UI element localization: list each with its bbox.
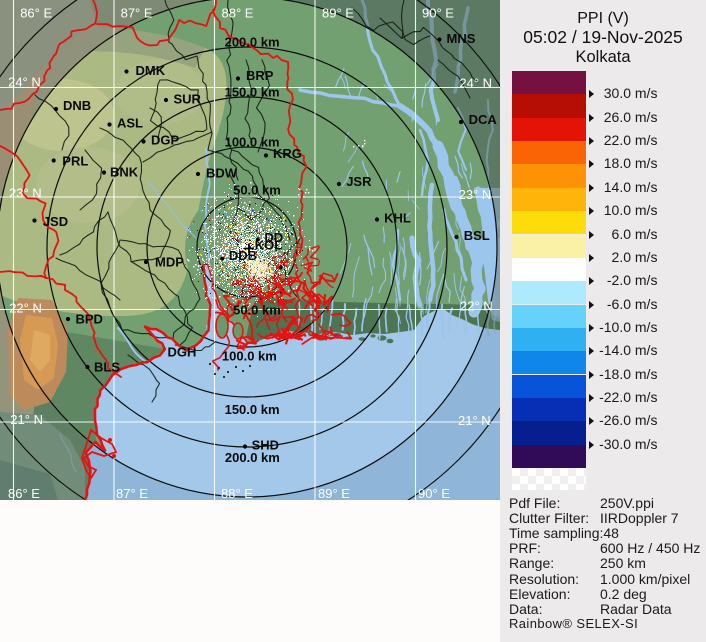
svg-text:DDB: DDB: [229, 248, 257, 263]
svg-text:JSR: JSR: [346, 174, 372, 189]
svg-text:MNS: MNS: [447, 31, 476, 46]
svg-text:89° E: 89° E: [318, 486, 350, 500]
svg-text:100.0 km: 100.0 km: [222, 349, 277, 364]
svg-text:DCA: DCA: [469, 112, 498, 127]
svg-text:88° E: 88° E: [221, 486, 253, 500]
svg-text:DD: DD: [264, 230, 283, 245]
svg-text:86° E: 86° E: [20, 6, 52, 21]
svg-text:DMK: DMK: [136, 63, 166, 78]
svg-text:23° N: 23° N: [459, 187, 492, 202]
svg-text:BNK: BNK: [110, 165, 139, 180]
svg-text:90° E: 90° E: [418, 486, 450, 500]
svg-text:87° E: 87° E: [121, 6, 153, 21]
svg-text:200.0 km: 200.0 km: [225, 450, 280, 465]
svg-text:PRL: PRL: [62, 154, 88, 169]
svg-text:50.0 km: 50.0 km: [233, 183, 281, 198]
svg-text:KRG: KRG: [273, 146, 302, 161]
svg-text:90° E: 90° E: [422, 6, 454, 21]
svg-text:24° N: 24° N: [8, 75, 41, 90]
svg-text:BPD: BPD: [76, 312, 103, 327]
svg-text:DNB: DNB: [63, 98, 91, 113]
svg-text:23° N: 23° N: [9, 186, 42, 201]
svg-text:50.0 km: 50.0 km: [233, 302, 281, 317]
svg-text:87° E: 87° E: [116, 486, 148, 500]
svg-text:DGP: DGP: [151, 133, 180, 148]
svg-text:MDP: MDP: [155, 255, 184, 270]
svg-text:22° N: 22° N: [9, 301, 42, 316]
svg-text:24° N: 24° N: [459, 76, 492, 91]
svg-text:21° N: 21° N: [458, 413, 491, 428]
svg-text:JSD: JSD: [43, 214, 68, 229]
svg-text:89° E: 89° E: [322, 6, 354, 21]
svg-text:100.0 km: 100.0 km: [225, 134, 280, 149]
svg-text:KHL: KHL: [384, 211, 411, 226]
svg-text:BDW: BDW: [206, 166, 238, 181]
svg-text:BRP: BRP: [246, 68, 274, 83]
svg-text:BSL: BSL: [464, 228, 490, 243]
svg-text:DGH: DGH: [168, 345, 197, 360]
svg-text:SUR: SUR: [174, 92, 202, 107]
svg-text:150.0 km: 150.0 km: [225, 85, 280, 100]
svg-text:86° E: 86° E: [8, 486, 40, 500]
svg-text:KOL: KOL: [255, 238, 282, 253]
svg-text:200.0 km: 200.0 km: [225, 35, 280, 50]
svg-text:150.0 km: 150.0 km: [225, 402, 280, 417]
svg-text:BLS: BLS: [94, 360, 120, 375]
svg-text:88° E: 88° E: [222, 6, 254, 21]
svg-text:22° N: 22° N: [460, 299, 493, 314]
svg-text:ASL: ASL: [117, 116, 143, 131]
svg-text:SHD: SHD: [252, 438, 279, 453]
svg-text:21° N: 21° N: [10, 412, 43, 427]
